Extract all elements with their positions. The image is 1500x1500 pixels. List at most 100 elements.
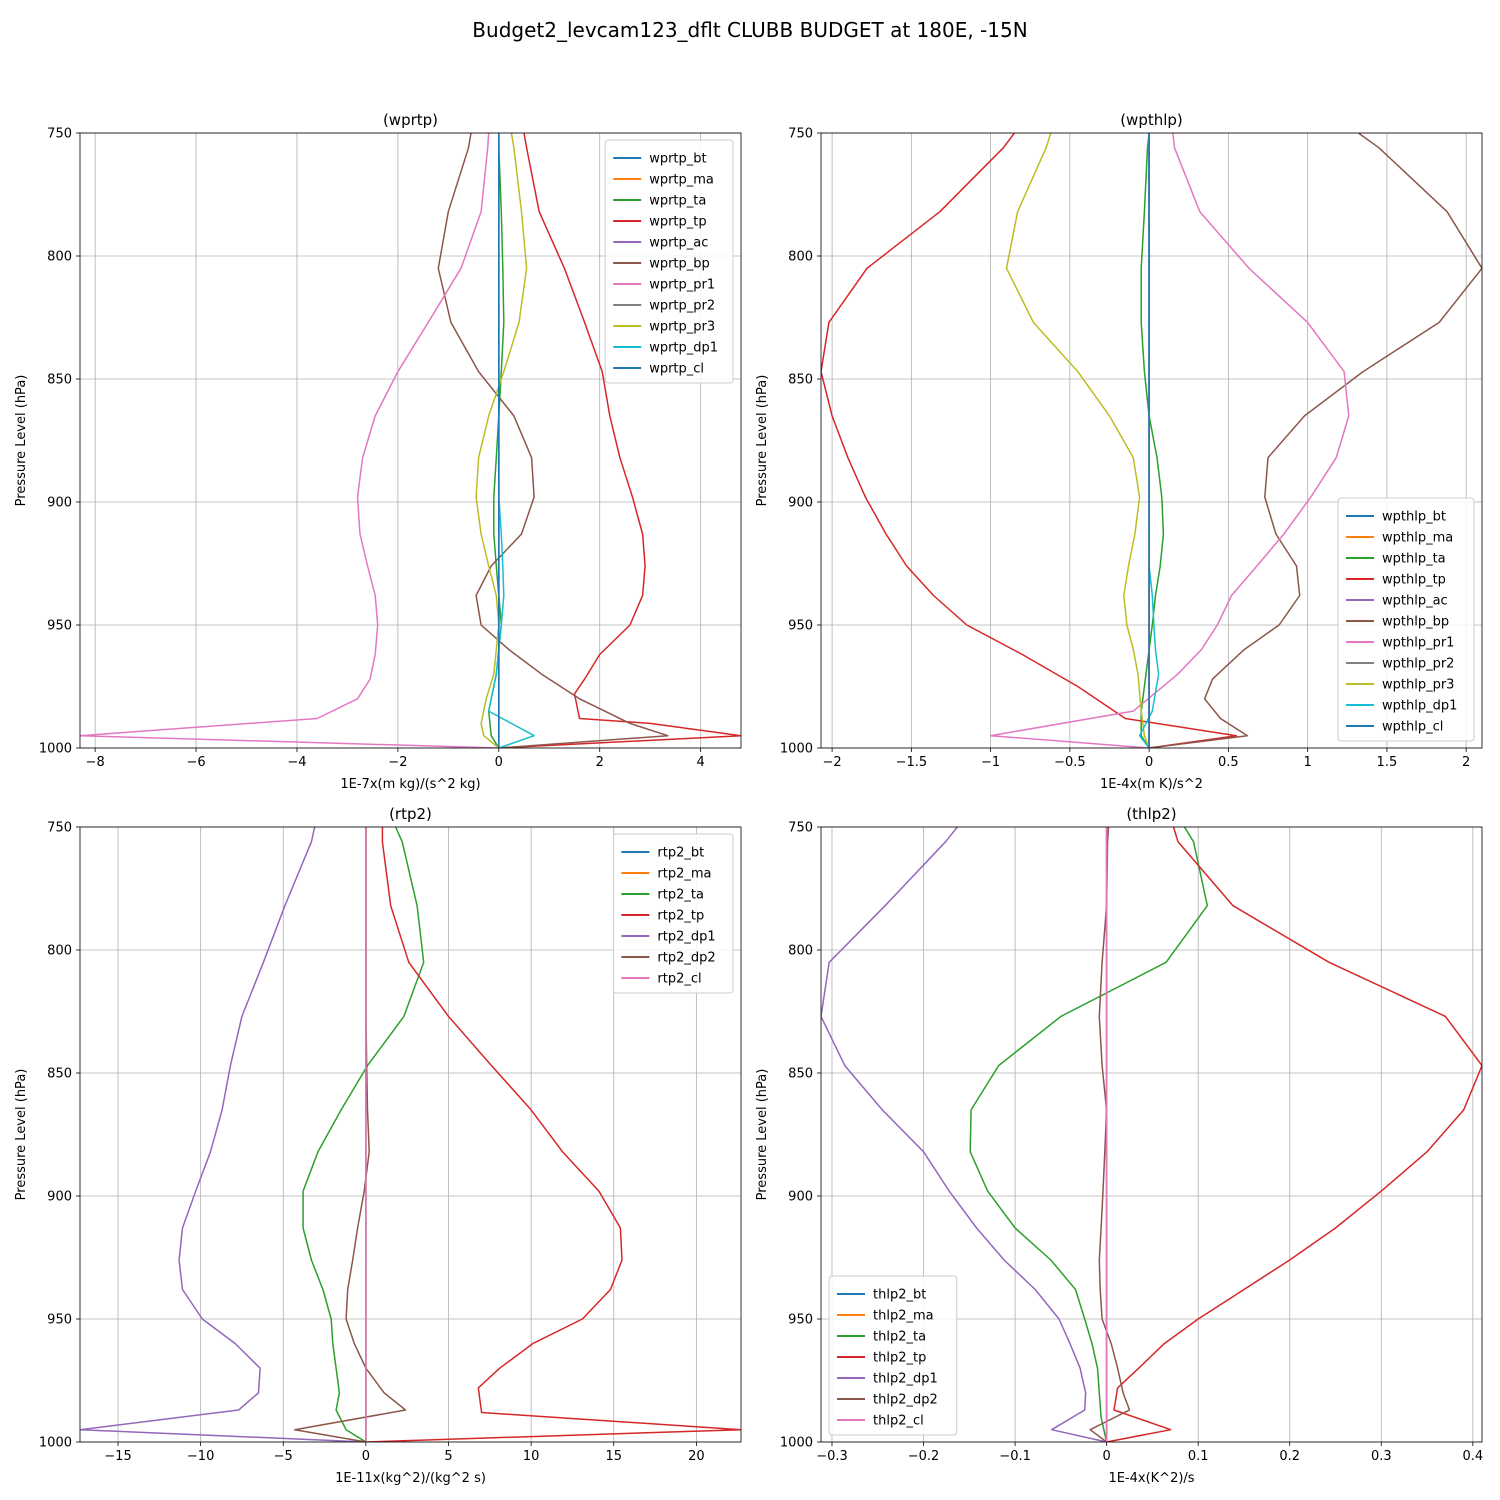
legend: thlp2_bt thlp2_ma thlp2_ta thlp2_tp thlp2_dp… xyxy=(828,1275,958,1436)
series-line-wpthlp_bp xyxy=(1149,133,1482,748)
legend-label-rtp2_dp2: rtp2_dp2 xyxy=(657,951,715,966)
y-axis-label: Pressure Level (hPa) xyxy=(14,1069,29,1201)
legend-label-thlp2_dp2: thlp2_dp2 xyxy=(873,1393,938,1408)
panel-title: (rtp2) xyxy=(389,805,432,823)
series-line-thlp2_ta xyxy=(969,827,1209,1442)
legend-label-wpthlp_cl: wpthlp_cl xyxy=(1382,720,1443,735)
x-tick-label: 1 xyxy=(1303,755,1311,770)
series-line-thlp2_dp2 xyxy=(1089,827,1131,1442)
x-tick-label: −15 xyxy=(104,1449,131,1464)
y-tick-label: 800 xyxy=(47,944,72,959)
y-tick-label: 1000 xyxy=(780,1436,813,1451)
series-line-rtp2_dp1 xyxy=(80,827,366,1442)
series-line-wprtp_tp xyxy=(498,133,741,748)
x-tick-label: 2 xyxy=(1462,755,1470,770)
x-tick-label: 0.1 xyxy=(1188,1449,1209,1464)
legend-label-wprtp_pr2: wprtp_pr2 xyxy=(649,299,715,314)
x-tick-label: 10 xyxy=(523,1449,540,1464)
x-tick-label: −8 xyxy=(86,755,105,770)
legend-label-wprtp_tp: wprtp_tp xyxy=(649,215,706,230)
y-tick-label: 800 xyxy=(788,250,813,265)
series-line-thlp2_tp xyxy=(1106,827,1482,1442)
x-tick-label: −1.5 xyxy=(896,755,928,770)
x-tick-label: −2 xyxy=(388,755,407,770)
x-tick-label: 0 xyxy=(1145,755,1153,770)
x-tick-label: 4 xyxy=(696,755,704,770)
y-tick-label: 800 xyxy=(788,944,813,959)
x-tick-label: −1 xyxy=(981,755,1000,770)
legend-label-wpthlp_pr2: wpthlp_pr2 xyxy=(1382,657,1454,672)
legend-label-wprtp_ma: wprtp_ma xyxy=(649,173,714,188)
y-tick-label: 850 xyxy=(47,373,72,388)
series-line-wpthlp_pr1 xyxy=(989,133,1350,748)
x-tick-label: 0 xyxy=(362,1449,370,1464)
legend-label-wprtp_cl: wprtp_cl xyxy=(649,362,704,377)
y-tick-label: 750 xyxy=(47,127,72,142)
chart-panel-wprtp: −8 −6 −4 −2 0 2 4 750 800 850 900 950 1000 (wprtp) 1E-… xyxy=(14,111,742,792)
x-tick-label: −5 xyxy=(274,1449,293,1464)
legend-label-wpthlp_ta: wpthlp_ta xyxy=(1382,552,1446,567)
series-group xyxy=(821,133,1482,748)
series-line-wprtp_pr1 xyxy=(80,133,499,748)
legend-label-thlp2_ta: thlp2_ta xyxy=(873,1330,926,1345)
panel-title: (wpthlp) xyxy=(1120,111,1183,129)
x-tick-label: −2 xyxy=(823,755,842,770)
y-axis-label: Pressure Level (hPa) xyxy=(14,375,29,507)
axes-frame xyxy=(820,826,1483,1443)
y-tick-label: 750 xyxy=(47,821,72,836)
chart-panel-rtp2: −15 −10 −5 0 5 10 15 20 750 800 850 900 950 1000 (rtp2… xyxy=(14,805,742,1486)
legend-label-rtp2_ma: rtp2_ma xyxy=(657,867,711,882)
y-tick-label: 900 xyxy=(47,496,72,511)
series-line-wpthlp_pr3 xyxy=(1005,133,1150,748)
y-tick-label: 850 xyxy=(788,373,813,388)
x-tick-label: −0.2 xyxy=(908,1449,940,1464)
x-axis-label: 1E-11x(kg^2)/(kg^2 s) xyxy=(335,1471,486,1486)
y-tick-label: 1000 xyxy=(780,742,813,757)
x-axis-label: 1E-4x(K^2)/s xyxy=(1108,1471,1194,1486)
y-tick-label: 1000 xyxy=(39,1436,72,1451)
series-line-wprtp_pr3 xyxy=(475,133,528,748)
legend-label-wpthlp_bp: wpthlp_bp xyxy=(1382,615,1449,630)
legend-label-rtp2_ta: rtp2_ta xyxy=(657,888,704,903)
legend-label-wpthlp_pr1: wpthlp_pr1 xyxy=(1382,636,1454,651)
legend: wprtp_bt wprtp_ma wprtp_ta wprtp_tp wprtp_ac… xyxy=(604,139,734,384)
legend-label-thlp2_dp1: thlp2_dp1 xyxy=(873,1372,938,1387)
legend-label-rtp2_bt: rtp2_bt xyxy=(657,846,704,861)
x-tick-label: 0 xyxy=(1102,1449,1110,1464)
x-tick-label: −0.1 xyxy=(999,1449,1031,1464)
y-axis-label: Pressure Level (hPa) xyxy=(755,1069,770,1201)
x-tick-label: 2 xyxy=(596,755,604,770)
legend-label-wprtp_bp: wprtp_bp xyxy=(649,257,710,272)
y-tick-label: 950 xyxy=(47,619,72,634)
legend-label-thlp2_cl: thlp2_cl xyxy=(873,1414,924,1429)
legend-label-wpthlp_pr3: wpthlp_pr3 xyxy=(1382,678,1454,693)
y-tick-label: 900 xyxy=(788,1190,813,1205)
x-tick-label: 1.5 xyxy=(1377,755,1398,770)
legend-label-thlp2_tp: thlp2_tp xyxy=(873,1351,926,1366)
y-tick-label: 900 xyxy=(788,496,813,511)
legend-label-wpthlp_tp: wpthlp_tp xyxy=(1382,573,1446,588)
legend-label-wprtp_pr1: wprtp_pr1 xyxy=(649,278,715,293)
y-tick-label: 750 xyxy=(788,821,813,836)
y-tick-label: 900 xyxy=(47,1190,72,1205)
chart-panel-wpthlp: −2 −1.5 −1 −0.5 0 0.5 1 1.5 2 750 800 850 900 950 1000… xyxy=(755,111,1483,792)
y-axis-label: Pressure Level (hPa) xyxy=(755,375,770,507)
legend-label-rtp2_cl: rtp2_cl xyxy=(657,972,701,987)
series-line-thlp2_dp1 xyxy=(821,827,1107,1442)
legend: wpthlp_bt wpthlp_ma wpthlp_ta wpthlp_tpwpth… xyxy=(1337,497,1475,742)
legend: rtp2_bt rtp2_ma rtp2_ta rtp2_tp rtp2_dp1 rtp2… xyxy=(612,833,734,994)
y-tick-label: 950 xyxy=(788,619,813,634)
y-tick-label: 1000 xyxy=(39,742,72,757)
legend-label-wprtp_pr3: wprtp_pr3 xyxy=(649,320,715,335)
panel-title: (wprtp) xyxy=(383,111,438,129)
x-tick-label: 20 xyxy=(688,1449,705,1464)
legend-label-rtp2_dp1: rtp2_dp1 xyxy=(657,930,715,945)
legend-label-wpthlp_dp1: wpthlp_dp1 xyxy=(1382,699,1457,714)
legend-label-wprtp_ta: wprtp_ta xyxy=(649,194,706,209)
x-tick-label: 0 xyxy=(495,755,503,770)
legend-label-wprtp_dp1: wprtp_dp1 xyxy=(649,341,718,356)
series-line-rtp2_tp xyxy=(365,827,741,1442)
y-tick-label: 800 xyxy=(47,250,72,265)
